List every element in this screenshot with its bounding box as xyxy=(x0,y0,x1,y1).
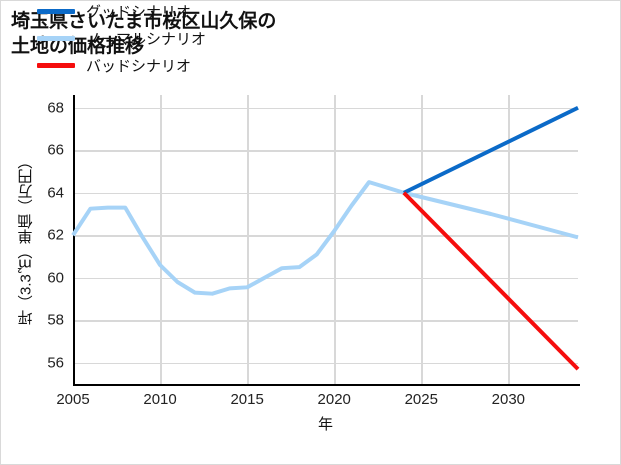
x-tick-label: 2015 xyxy=(230,391,264,408)
legend-item[interactable]: ノーマルシナリオ xyxy=(37,30,207,48)
x-tick-label: 2005 xyxy=(56,391,90,408)
y-tick-label: 56 xyxy=(47,354,64,372)
gridline-horizontal xyxy=(73,277,578,280)
y-tick-label: 58 xyxy=(47,311,64,329)
y-tick-label: 66 xyxy=(47,141,64,159)
legend-item[interactable]: バッドシナリオ xyxy=(37,57,206,75)
y-axis-label: 坪（3.3㎡）単価（万円） xyxy=(17,154,35,325)
x-tick-label: 2020 xyxy=(317,391,351,408)
gridline-horizontal xyxy=(73,320,578,322)
gridline-horizontal xyxy=(73,192,578,195)
series-line xyxy=(71,180,579,296)
gridline-vertical xyxy=(334,95,336,384)
gridline-horizontal xyxy=(73,235,578,237)
gridline-horizontal xyxy=(73,107,578,110)
x-tick-label: 2010 xyxy=(143,391,177,408)
legend-item[interactable]: グッドシナリオ xyxy=(37,3,206,21)
legend-color-swatch xyxy=(37,63,75,68)
legend-label: グッドシナリオ xyxy=(86,4,192,21)
legend-color-swatch xyxy=(37,9,75,14)
gridline-horizontal xyxy=(73,362,578,365)
plot-frame xyxy=(73,95,580,386)
gridline-vertical xyxy=(508,95,510,384)
x-axis-label: 年 xyxy=(317,416,333,433)
y-tick-label: 60 xyxy=(47,269,64,287)
plot-area: 56 58 60 62 64 66 68 2005 2010 2015 2020 2025 2030 … xyxy=(47,95,580,433)
y-tick-label: 68 xyxy=(47,99,64,117)
gridline-vertical xyxy=(247,95,249,384)
legend-color-swatch xyxy=(37,36,75,41)
x-tick-label: 2025 xyxy=(404,391,438,408)
page-title: 埼玉県さいたま市桜区山久保の 土地の価格推移 xyxy=(11,11,277,58)
x-tick-label: 2030 xyxy=(491,391,526,408)
legend: グッドシナリオ ノーマルシナリオ バッドシナリオ xyxy=(37,3,207,75)
legend-label: バッドシナリオ xyxy=(86,58,192,75)
gridline-vertical xyxy=(160,95,162,384)
series-line xyxy=(402,191,580,371)
y-tick-label: 62 xyxy=(47,226,64,244)
y-tick-label: 64 xyxy=(47,184,64,202)
series-lines xyxy=(71,105,580,371)
gridline-vertical xyxy=(421,95,423,384)
legend-label: ノーマルシナリオ xyxy=(86,31,207,48)
series-line xyxy=(402,105,579,195)
gridline-horizontal xyxy=(73,150,578,152)
